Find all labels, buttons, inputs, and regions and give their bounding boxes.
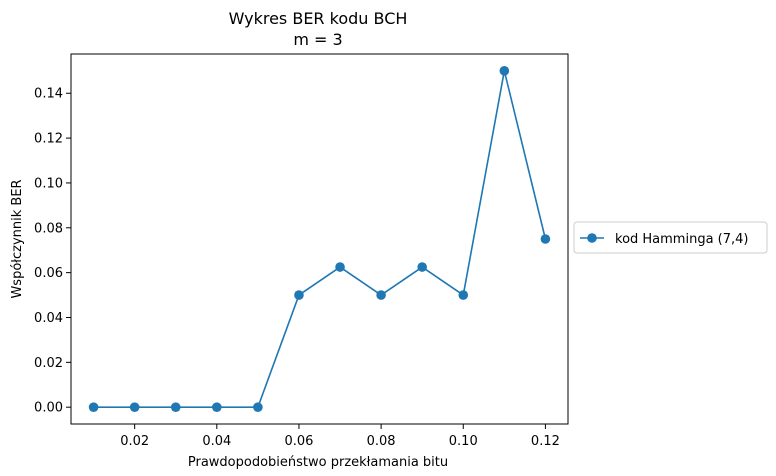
y-tick-label: 0.12 [34, 132, 63, 147]
x-tick-label: 0.02 [120, 434, 149, 449]
y-tick-label: 0.08 [34, 221, 63, 236]
x-tick-label: 0.12 [531, 434, 560, 449]
chart-title-line2: m = 3 [293, 30, 342, 49]
y-axis-label: Współczynnik BER [10, 179, 25, 298]
data-point [335, 262, 345, 272]
data-point [88, 402, 99, 412]
y-axis-ticks: 0.00 0.02 0.04 0.06 0.08 0.10 0.12 0.14 [34, 87, 71, 416]
data-point [294, 290, 304, 300]
x-axis-ticks: 0.02 0.04 0.06 0.08 0.10 0.12 [120, 424, 560, 449]
data-point [499, 66, 510, 76]
y-tick-label: 0.14 [34, 87, 63, 102]
x-tick-label: 0.06 [284, 434, 313, 449]
y-tick-label: 0.06 [34, 266, 63, 281]
chart-title-line1: Wykres BER kodu BCH [229, 9, 408, 28]
legend-label: kod Hamminga (7,4) [615, 232, 749, 247]
x-tick-label: 0.04 [202, 434, 231, 449]
legend: kod Hamminga (7,4) [573, 221, 768, 254]
plot-frame [70, 53, 569, 425]
data-point [458, 290, 469, 300]
legend-box [573, 221, 768, 254]
data-point [212, 402, 222, 412]
legend-marker-sample [587, 233, 597, 243]
x-axis-label: Prawdopodobieństwo przekłamania bitu [188, 455, 448, 470]
data-point [540, 234, 551, 244]
y-tick-label: 0.02 [34, 356, 63, 371]
x-tick-label: 0.10 [449, 434, 478, 449]
plot-area [88, 66, 551, 412]
data-point [129, 402, 140, 412]
data-point [417, 262, 427, 272]
x-tick-label: 0.08 [367, 434, 396, 449]
data-point [253, 402, 263, 412]
y-tick-label: 0.04 [34, 311, 63, 326]
series-line [93, 70, 547, 408]
y-tick-label: 0.00 [34, 401, 63, 416]
data-point [376, 290, 386, 300]
data-point [170, 402, 181, 412]
y-tick-label: 0.10 [34, 176, 63, 191]
